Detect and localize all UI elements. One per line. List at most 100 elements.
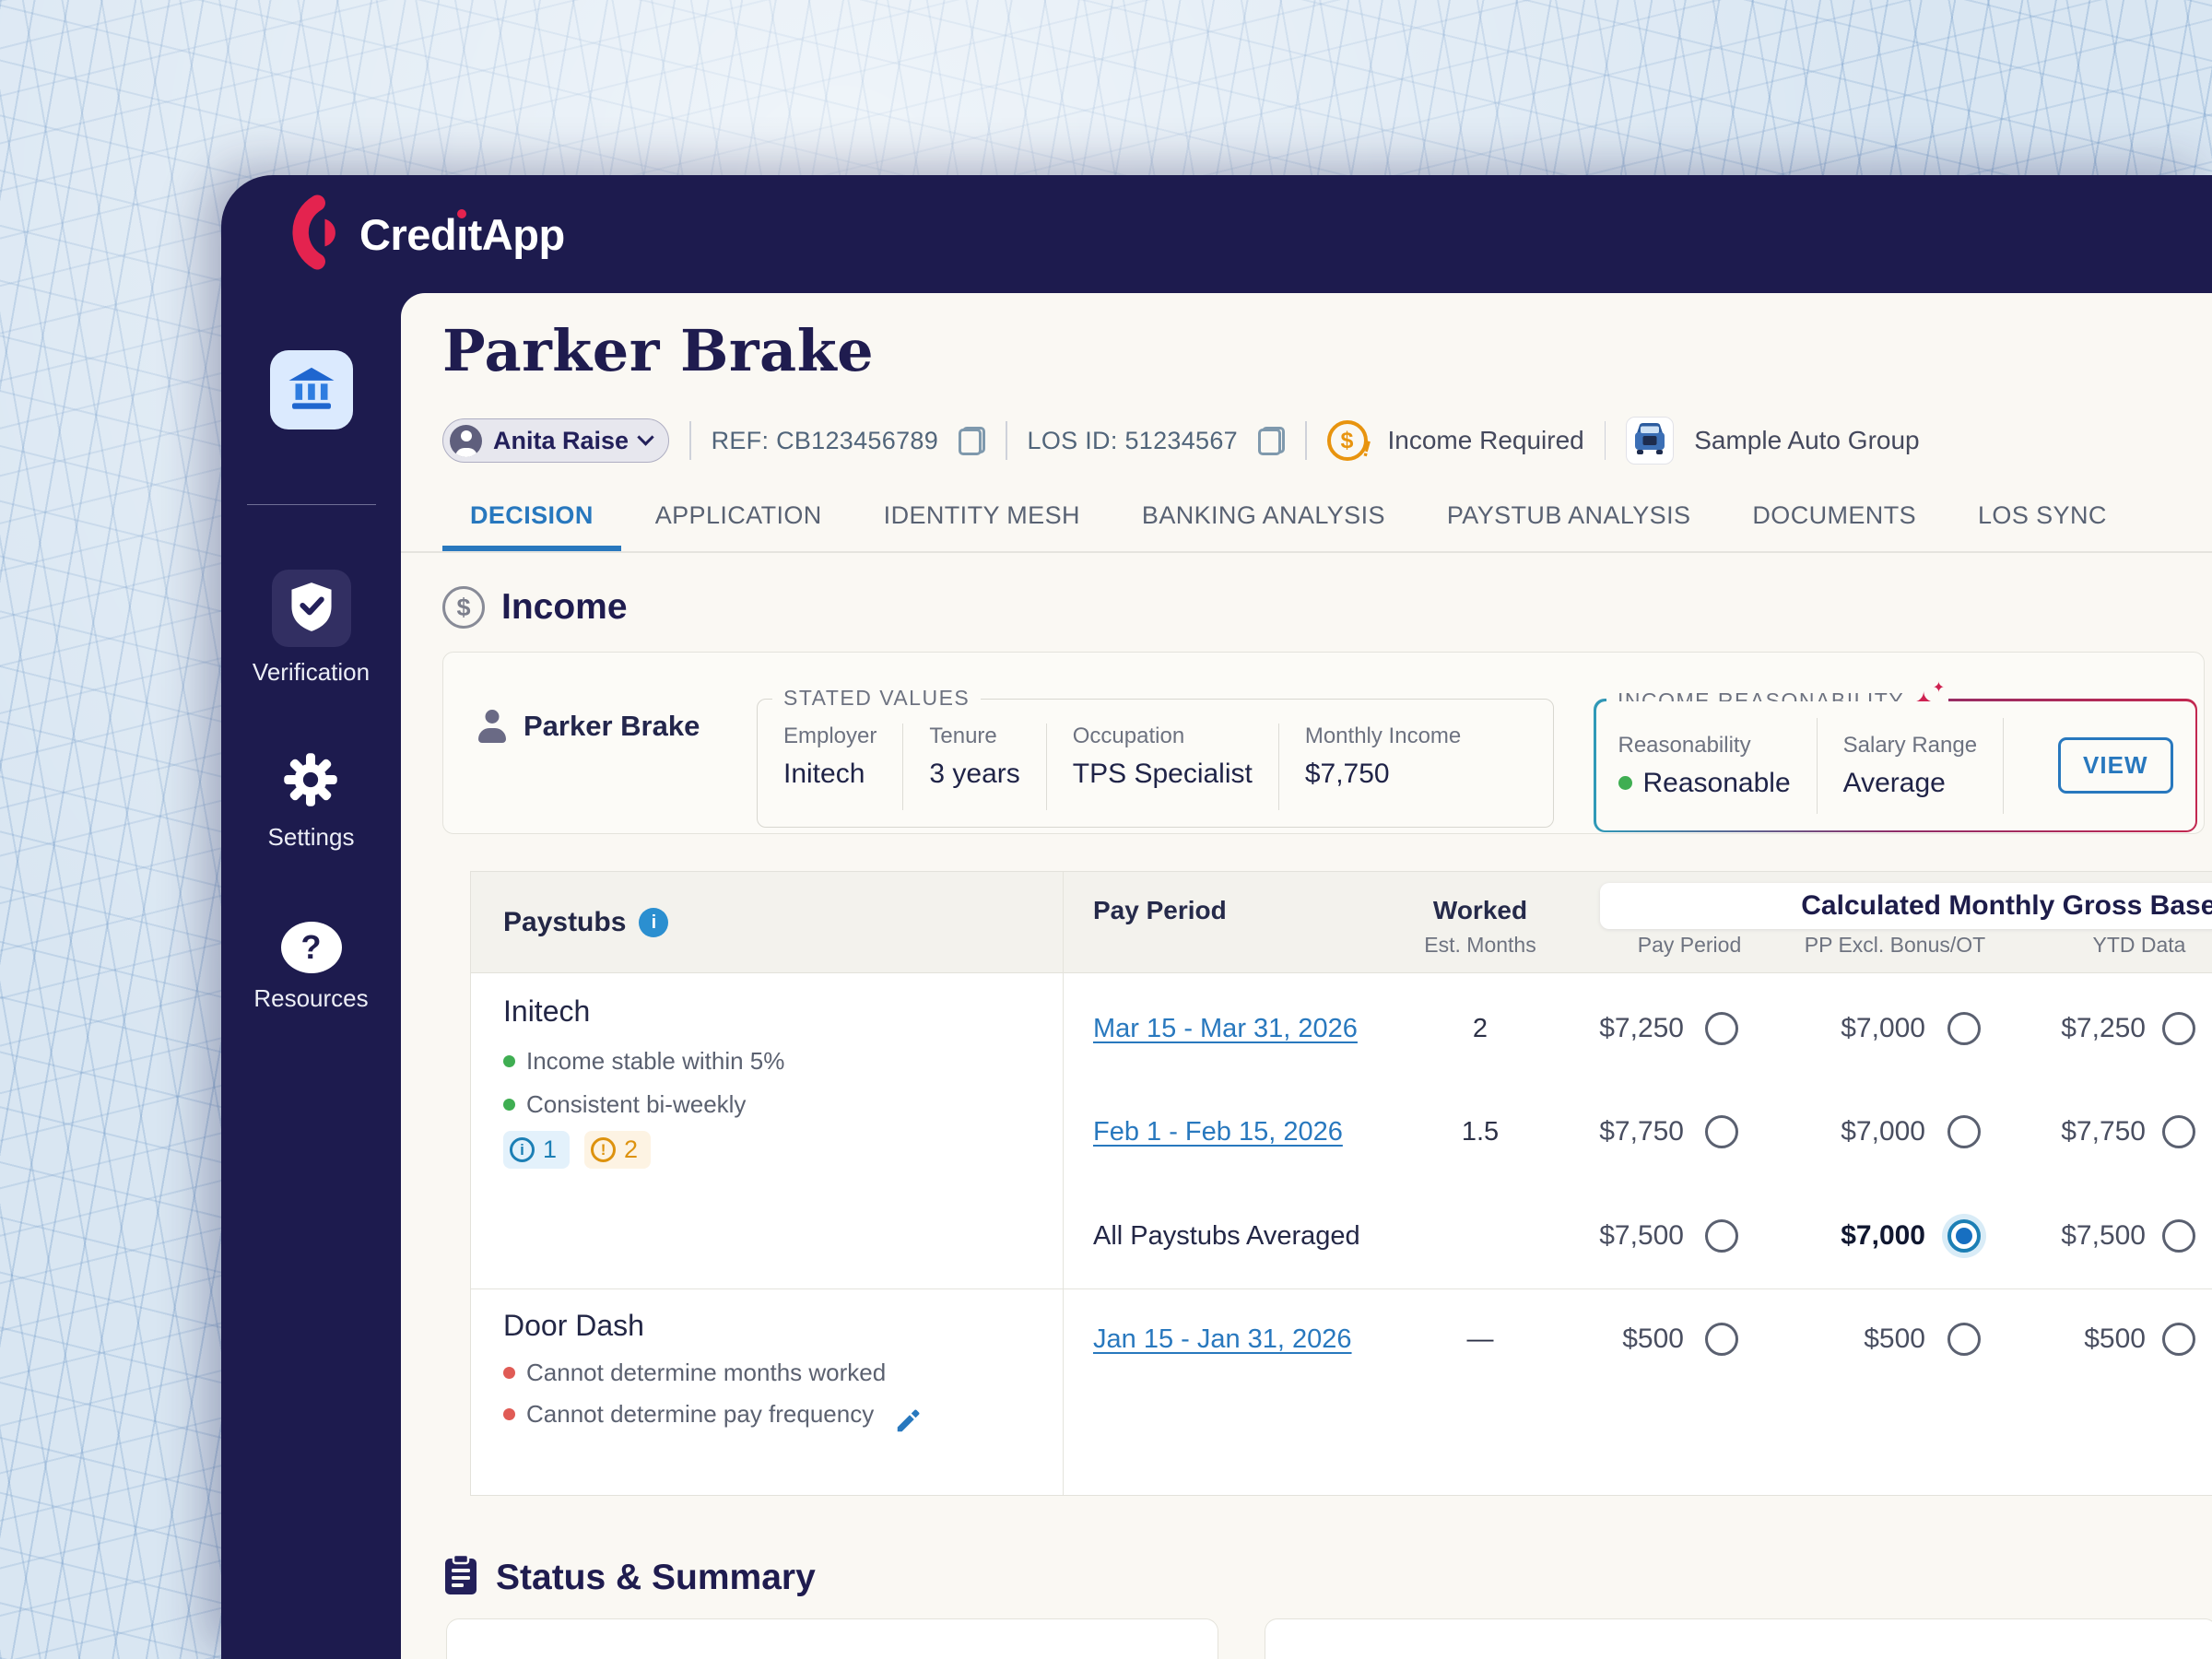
divider — [902, 724, 904, 810]
tab-identity-mesh[interactable]: IDENTITY MESH — [883, 500, 1080, 529]
ytd-amount: $500 — [2084, 1324, 2146, 1354]
pay-period-radio[interactable] — [1705, 1115, 1738, 1148]
agent-dropdown[interactable]: Anita Raise — [442, 418, 670, 463]
divider — [1816, 717, 1818, 814]
tab-paystub-analysis[interactable]: PAYSTUB ANALYSIS — [1446, 500, 1691, 529]
status-badge: Income Required — [1387, 426, 1584, 454]
pay-period-radio[interactable] — [1705, 1219, 1738, 1253]
averaged-row-label: All Paystubs Averaged — [1093, 1221, 1360, 1251]
salary-range-field: Salary Range Average — [1842, 732, 1978, 798]
los-id: LOS ID: 51234567 — [1027, 426, 1238, 454]
divider — [689, 421, 691, 460]
ytd-radio[interactable] — [2162, 1219, 2195, 1253]
col-subheader-pp-excl: PP Excl. Bonus/OT — [1804, 933, 1986, 957]
tab-banking-analysis[interactable]: BANKING ANALYSIS — [1141, 500, 1385, 529]
pay-period-link[interactable]: Feb 1 - Feb 15, 2026 — [1093, 1117, 1343, 1147]
applicant-name-title: Parker Brake — [442, 317, 875, 384]
ytd-radio[interactable] — [2162, 1323, 2195, 1356]
ytd-amount: $7,250 — [2061, 1013, 2146, 1043]
pay-period-link[interactable]: Jan 15 - Jan 31, 2026 — [1093, 1324, 1352, 1354]
dealership-chip — [1626, 417, 1675, 465]
ytd-radio[interactable] — [2162, 1115, 2195, 1148]
creditapp-logo-icon — [273, 194, 341, 276]
income-section-header: $ Income — [442, 586, 628, 629]
pay-period-radio[interactable] — [1705, 1012, 1738, 1045]
avatar — [450, 424, 482, 457]
dealership-name: Sample Auto Group — [1694, 426, 1920, 454]
sidebar-divider — [247, 504, 376, 505]
employer-note: Cannot determine months worked — [503, 1359, 886, 1387]
view-reasonability-button[interactable]: VIEW — [2058, 737, 2173, 794]
ytd-amount: $7,750 — [2061, 1116, 2146, 1147]
sidebar-item-settings[interactable]: Settings — [268, 752, 354, 852]
tab-bar: DECISION APPLICATION IDENTITY MESH BANKI… — [401, 479, 2212, 553]
pay-period-link[interactable]: Mar 15 - Mar 31, 2026 — [1093, 1014, 1358, 1043]
info-icon[interactable]: i — [639, 908, 669, 937]
col-subheader-ytd: YTD Data — [2092, 933, 2186, 957]
copy-ref-icon[interactable] — [959, 426, 986, 455]
sidebar-item-resources[interactable]: ? Resources — [253, 922, 369, 1013]
table-vertical-divider — [1063, 872, 1064, 1495]
ytd-amount: $7,500 — [2061, 1220, 2146, 1251]
bank-icon — [286, 362, 337, 418]
employer-note: Consistent bi-weekly — [503, 1090, 746, 1119]
pp-excl-radio[interactable] — [1947, 1323, 1981, 1356]
stated-field-tenure: Tenure 3 years — [929, 724, 1020, 789]
edit-pencil-icon[interactable] — [894, 1407, 922, 1435]
divider — [1277, 724, 1279, 810]
shield-check-icon — [288, 581, 335, 637]
borrower-name: Parker Brake — [524, 710, 700, 742]
summary-card — [446, 1618, 1218, 1659]
sidebar-item-label: Resources — [253, 984, 369, 1012]
sidebar-item-home[interactable] — [269, 350, 353, 429]
red-status-dot — [503, 1408, 515, 1420]
gear-icon — [283, 752, 338, 812]
warning-count-badge[interactable]: ! 2 — [584, 1131, 652, 1169]
pp-excl-amount: $7,000 — [1841, 1220, 1925, 1251]
divider — [1305, 421, 1307, 460]
car-icon — [1630, 418, 1670, 464]
section-title: Income — [501, 587, 628, 627]
logo-i-dot — [457, 208, 467, 218]
warning-icon: ! — [591, 1137, 617, 1162]
pay-period-amount: $7,500 — [1599, 1220, 1684, 1251]
pp-excl-amount: $7,000 — [1841, 1116, 1925, 1147]
sidebar-item-verification[interactable]: Verification — [253, 570, 370, 687]
tab-documents[interactable]: DOCUMENTS — [1752, 500, 1917, 529]
tab-application[interactable]: APPLICATION — [654, 500, 822, 529]
copy-los-icon[interactable] — [1258, 426, 1285, 455]
dollar-circle-icon: $ — [442, 586, 485, 629]
stated-values-legend: STATED VALUES — [772, 686, 982, 711]
red-status-dot — [503, 1367, 515, 1379]
paystubs-table: Paystubs i Pay Period Worked Calculated … — [470, 871, 2212, 1496]
tab-decision[interactable]: DECISION — [442, 479, 621, 551]
info-count-badge[interactable]: i 1 — [503, 1131, 571, 1169]
employer-badges: i 1 ! 2 — [503, 1131, 652, 1169]
pp-excl-radio-selected[interactable] — [1947, 1219, 1981, 1253]
ref-number: REF: CB123456789 — [711, 426, 939, 454]
app-window: Credı tApp — [221, 175, 2212, 1659]
pay-period-amount: $7,750 — [1599, 1116, 1684, 1147]
pp-excl-radio[interactable] — [1947, 1115, 1981, 1148]
employer-note: Income stable within 5% — [503, 1047, 784, 1076]
employer-name: Door Dash — [503, 1309, 644, 1342]
borrower-row: Parker Brake — [476, 710, 700, 743]
pp-excl-radio[interactable] — [1947, 1012, 1981, 1045]
tab-los-sync[interactable]: LOS SYNC — [1978, 500, 2107, 529]
main-content: Parker Brake Anita Raise REF: CB12345678… — [401, 293, 2212, 1659]
pp-excl-amount: $7,000 — [1841, 1013, 1925, 1043]
info-icon: i — [510, 1137, 535, 1162]
ytd-radio[interactable] — [2162, 1012, 2195, 1045]
pay-period-radio[interactable] — [1705, 1323, 1738, 1356]
green-status-dot — [503, 1099, 515, 1111]
sidebar-item-label: Verification — [252, 658, 371, 686]
pay-period-amount: $7,250 — [1599, 1013, 1684, 1043]
stated-field-monthly-income: Monthly Income $7,750 — [1304, 724, 1462, 789]
table-row: All Paystubs Averaged $7,500 $7,000 $7,5… — [471, 1218, 2212, 1254]
divider — [1006, 421, 1007, 460]
summary-card — [1265, 1618, 2212, 1659]
sidebar: Verification — [221, 293, 401, 1659]
clipboard-icon — [442, 1553, 479, 1601]
income-card: Parker Brake STATED VALUES Employer Init… — [442, 652, 2205, 834]
table-group-divider — [471, 1288, 2212, 1289]
